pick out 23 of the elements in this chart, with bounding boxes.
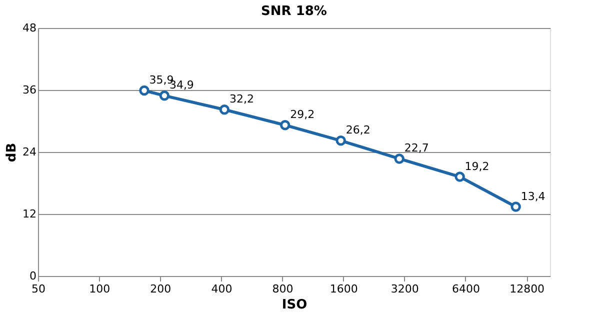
y-tick-label: 0 (30, 270, 36, 282)
chart-title: SNR 18% (261, 4, 327, 19)
y-tick-label: 48 (22, 22, 36, 34)
data-label: 13,4 (520, 190, 546, 203)
y-tick-label: 12 (22, 208, 36, 220)
y-axis-title: dB (4, 142, 20, 162)
data-label: 22,7 (404, 142, 429, 155)
x-tick-label: 800 (272, 282, 294, 296)
data-label: 32,2 (229, 92, 254, 106)
x-tick-label: 6400 (452, 282, 480, 296)
data-label: 19,2 (464, 160, 490, 173)
x-tick-label: 50 (32, 282, 46, 296)
x-tick-label: 400 (211, 282, 232, 296)
data-label: 26,2 (346, 124, 370, 137)
x-tick-label: 1600 (330, 282, 358, 296)
data-label: 29,2 (290, 108, 315, 122)
y-tick-label: 24 (22, 146, 36, 158)
x-tick-label: 3200 (390, 282, 419, 296)
x-axis-title: ISO (282, 298, 308, 312)
x-tick-label: 12800 (510, 282, 545, 296)
y-tick-label: 36 (22, 84, 36, 96)
x-tick-label: 100 (89, 282, 110, 296)
x-tick-label: 200 (150, 282, 172, 296)
